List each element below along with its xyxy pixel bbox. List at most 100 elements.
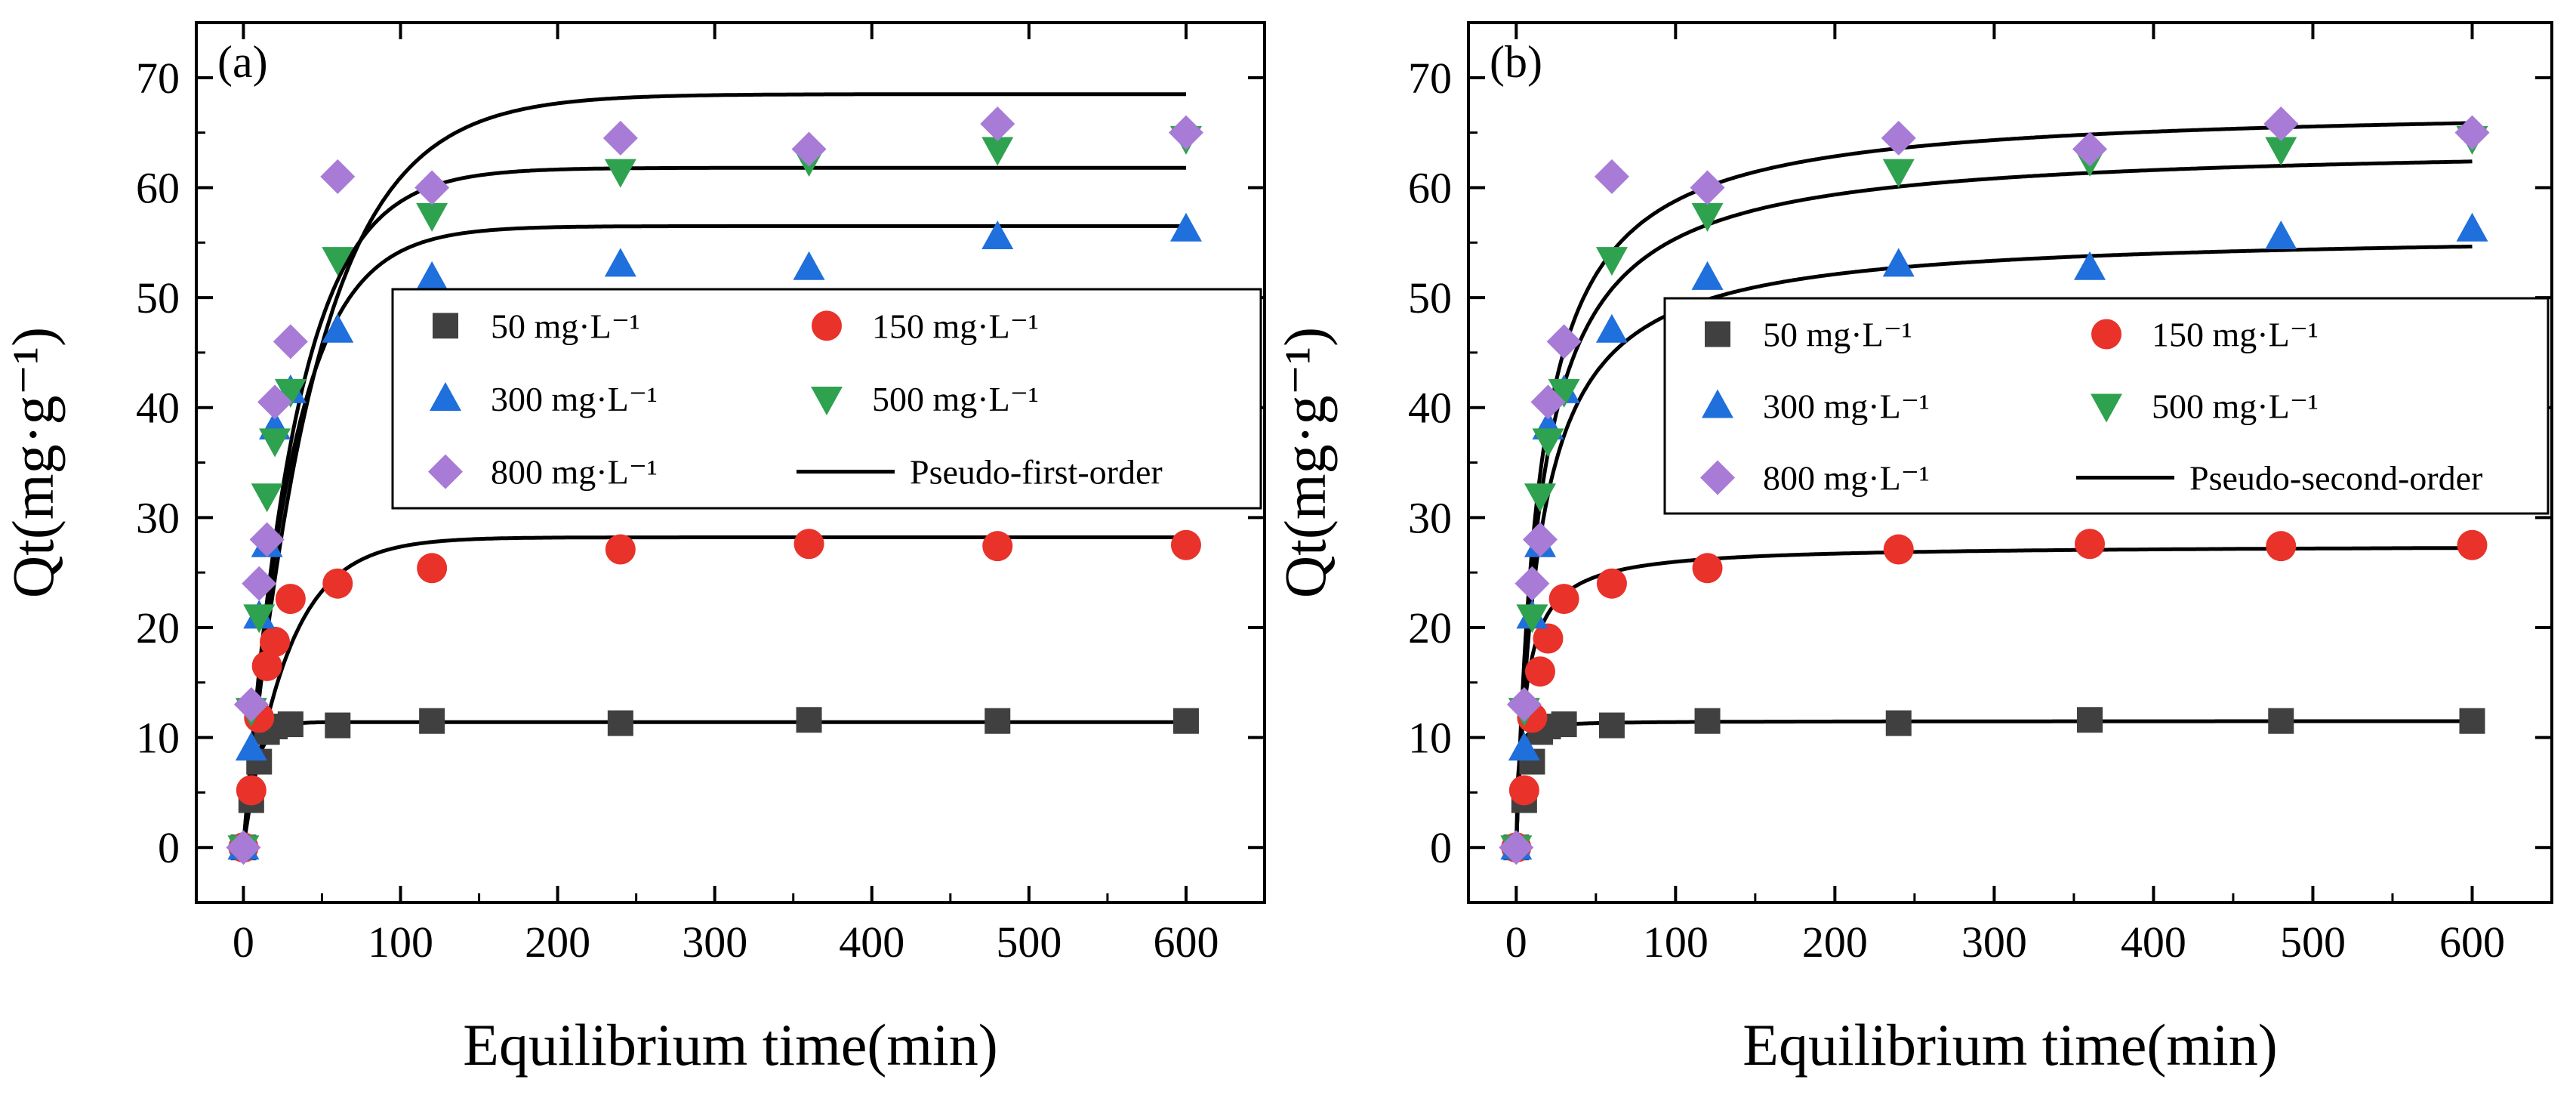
- legend-marker: [433, 313, 458, 339]
- y-tick-label: 40: [136, 384, 180, 433]
- legend-label: 300 mg·L⁻¹: [1763, 387, 1930, 426]
- y-tick-label: 60: [1408, 163, 1452, 212]
- x-tick-label: 500: [2280, 918, 2346, 967]
- x-tick-label: 300: [1961, 918, 2027, 967]
- series-1: [230, 707, 1199, 861]
- data-point: [320, 159, 356, 194]
- data-point: [1882, 248, 1915, 277]
- data-point: [1172, 708, 1199, 734]
- data-point: [2077, 707, 2103, 733]
- y-tick-label: 30: [136, 493, 180, 542]
- y-tick-label: 60: [136, 163, 180, 212]
- data-point: [793, 529, 824, 560]
- chart-panel-a: 0 100 200 300 400 500 600 0 10 20 30 40 50 60 70 Equili…: [0, 21, 1266, 1078]
- legend-marker: [1700, 460, 1735, 495]
- data-point: [1170, 529, 1201, 560]
- data-point: [273, 324, 308, 359]
- data-point: [1694, 708, 1721, 734]
- data-point: [1524, 656, 1555, 687]
- legend-marker: [428, 454, 463, 489]
- data-point: [260, 626, 291, 657]
- data-point: [233, 686, 269, 722]
- data-point: [1595, 313, 1628, 343]
- fit-curve-1: [241, 720, 1186, 848]
- y-tick-label: 40: [1408, 384, 1452, 433]
- data-point: [275, 584, 306, 615]
- data-point: [1551, 711, 1577, 738]
- data-point: [605, 534, 636, 565]
- y-tick-label: 70: [1408, 54, 1452, 103]
- data-point: [607, 710, 633, 736]
- data-point: [1499, 830, 1534, 865]
- y-tick-label: 10: [136, 714, 180, 763]
- data-point: [322, 247, 354, 276]
- legend: 50 mg·L⁻¹ 150 mg·L⁻¹ 300 mg·L⁻¹ 500 mg·L⁻¹ 8…: [1663, 297, 2550, 515]
- data-point: [1508, 775, 1539, 806]
- series-1: [1503, 707, 2485, 861]
- fit-curve-4: [1514, 159, 2473, 848]
- legend-label: 500 mg·L⁻¹: [872, 380, 1039, 418]
- data-point: [793, 251, 825, 280]
- series-5: [226, 106, 1203, 865]
- data-point: [2074, 251, 2106, 280]
- data-point: [417, 553, 448, 584]
- legend-marker: [430, 382, 461, 411]
- fit-curve-4: [241, 165, 1186, 848]
- data-point: [984, 708, 1011, 734]
- legend-label: 500 mg·L⁻¹: [2152, 387, 2319, 426]
- legend-label: Pseudo-first-order: [910, 453, 1163, 492]
- data-point: [1516, 604, 1548, 634]
- x-tick-label: 0: [233, 918, 254, 967]
- y-tick-label: 20: [1408, 603, 1452, 652]
- y-tick-label: 30: [1408, 493, 1452, 542]
- legend-label: 800 mg·L⁻¹: [1763, 459, 1930, 498]
- x-tick-label: 600: [1153, 918, 1219, 967]
- data-point: [414, 170, 450, 205]
- data-point: [1691, 261, 1724, 290]
- data-point: [251, 650, 282, 681]
- fit-curve-1: [1514, 719, 2473, 848]
- data-point: [1168, 115, 1203, 150]
- data-point: [1524, 483, 1556, 513]
- data-point: [2459, 708, 2485, 734]
- fit-curve-5: [241, 92, 1186, 848]
- x-tick-label: 0: [1505, 918, 1527, 967]
- data-point: [1508, 732, 1540, 761]
- data-point: [2457, 529, 2488, 560]
- data-point: [1532, 428, 1564, 458]
- data-point: [2263, 106, 2299, 141]
- data-point: [791, 131, 827, 167]
- legend-marker: [1705, 321, 1730, 347]
- data-point: [1514, 566, 1550, 601]
- data-point: [1881, 120, 1916, 156]
- data-point: [325, 712, 351, 739]
- data-point: [322, 568, 353, 599]
- x-tick-label: 500: [996, 918, 1062, 967]
- fit-curve-2: [241, 535, 1186, 848]
- data-point: [1596, 568, 1627, 599]
- fit-curves: [241, 92, 1186, 848]
- legend-marker: [2091, 393, 2122, 423]
- panel-label: (b): [1490, 37, 1542, 87]
- legend-marker: [811, 387, 843, 415]
- data-point: [1594, 159, 1629, 194]
- x-tick-label: 100: [1643, 918, 1709, 967]
- data-point: [604, 248, 636, 277]
- data-point: [1882, 159, 1915, 188]
- data-point: [1506, 686, 1542, 722]
- data-point: [1546, 324, 1582, 359]
- y-tick-label: 50: [136, 273, 180, 322]
- data-point: [251, 483, 283, 513]
- fit-curve-3: [241, 224, 1186, 848]
- legend-label: 150 mg·L⁻¹: [872, 307, 1039, 345]
- data-point: [2075, 529, 2106, 560]
- data-point: [257, 384, 293, 420]
- x-tick-label: 100: [368, 918, 433, 967]
- data-point: [1690, 170, 1725, 205]
- data-point: [416, 202, 448, 232]
- data-point: [1883, 534, 1914, 565]
- data-point: [243, 604, 276, 634]
- y-tick-label: 10: [1408, 714, 1452, 763]
- data-point: [1885, 710, 1912, 736]
- data-point: [1598, 712, 1625, 739]
